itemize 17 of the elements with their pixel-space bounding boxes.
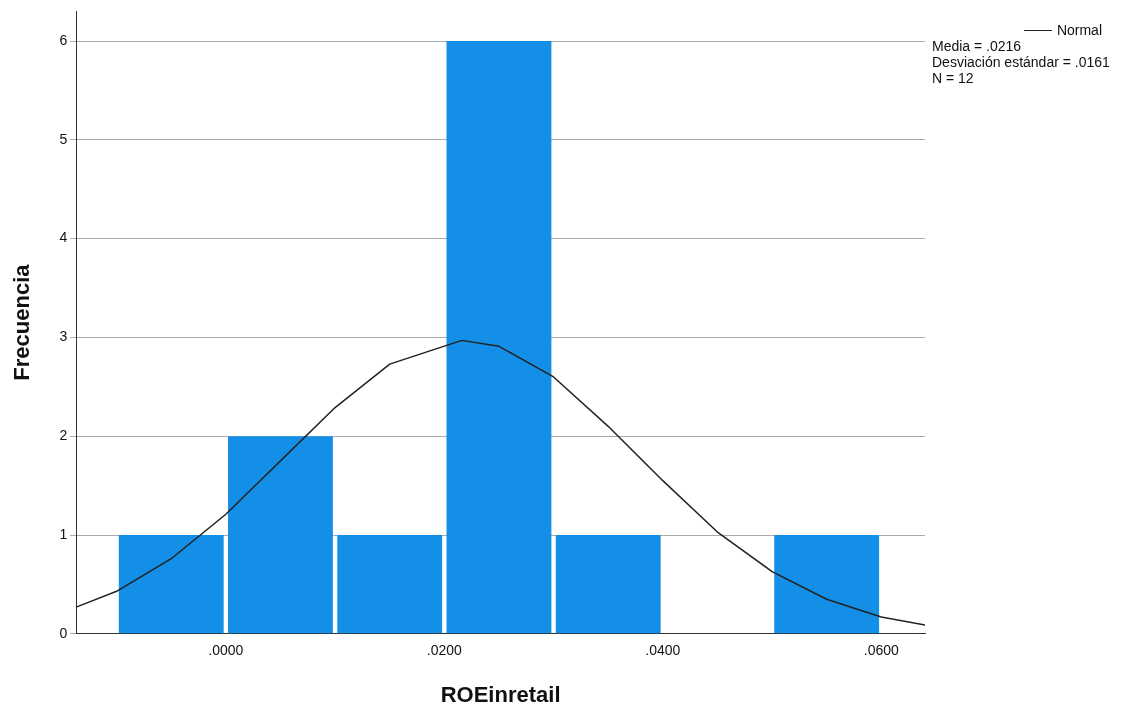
y-tick-label: 0 bbox=[59, 624, 68, 641]
y-tick-label: 1 bbox=[59, 525, 68, 542]
x-tick-label: .0400 bbox=[645, 642, 681, 659]
y-tick-label: 6 bbox=[59, 31, 68, 48]
legend-label: Normal bbox=[1056, 22, 1102, 38]
y-tick-label: 3 bbox=[59, 328, 68, 345]
y-tick-label: 2 bbox=[59, 427, 68, 444]
text: Desviación estándar = .0161 bbox=[932, 54, 1110, 70]
y-tick-label: 5 bbox=[59, 130, 68, 147]
text: N = 12 bbox=[932, 70, 975, 86]
y-axis-title: Frecuencia bbox=[9, 263, 35, 381]
y-tick-label: 4 bbox=[59, 229, 68, 246]
x-tick-label: .0000 bbox=[208, 642, 244, 659]
x-tick-label: .0200 bbox=[426, 642, 463, 659]
text: Media = .0216 bbox=[932, 38, 1023, 54]
x-axis-title: ROEinretail bbox=[440, 681, 561, 707]
x-tick-label: .0600 bbox=[863, 642, 900, 659]
